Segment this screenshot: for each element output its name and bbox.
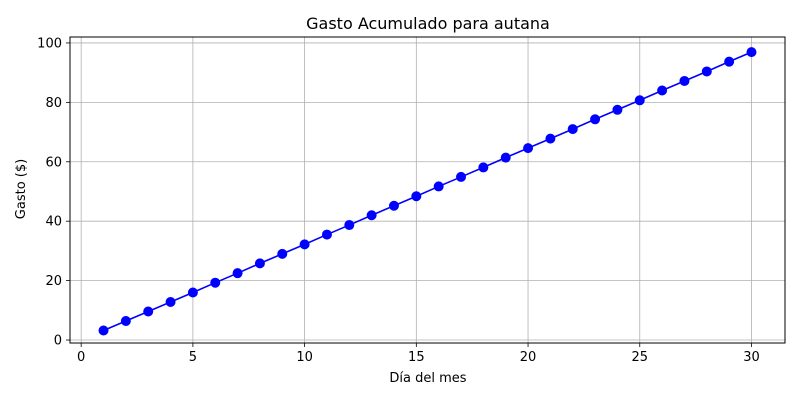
data-point: [612, 104, 623, 115]
data-point: [724, 56, 735, 67]
y-tick-label: 60: [45, 155, 62, 170]
x-tick-label: 0: [77, 350, 85, 365]
data-point: [388, 200, 399, 211]
data-point: [478, 162, 489, 173]
y-tick-label: 40: [45, 215, 62, 230]
x-tick-label: 30: [743, 350, 760, 365]
data-point: [590, 114, 601, 125]
data-point: [277, 248, 288, 259]
data-point: [567, 124, 578, 135]
data-point: [98, 325, 109, 336]
data-point: [165, 297, 176, 308]
data-point: [456, 171, 467, 182]
grid: [70, 37, 785, 343]
data-point: [299, 239, 310, 250]
x-tick-label: 15: [408, 350, 425, 365]
data-point: [433, 181, 444, 192]
series-layer: [98, 47, 757, 336]
data-point: [321, 229, 332, 240]
series-line: [103, 51, 752, 332]
data-point: [523, 143, 534, 154]
x-tick-label: 25: [631, 350, 648, 365]
y-tick-label: 0: [54, 334, 62, 349]
data-point: [210, 277, 221, 288]
data-point: [143, 306, 154, 317]
data-point: [500, 152, 511, 163]
axis-ticks: 0 5 10 15 20 25 30 0 20 40 60 80 100: [37, 36, 760, 365]
data-point: [657, 85, 668, 96]
data-point: [120, 316, 131, 327]
y-tick-label: 20: [45, 274, 62, 289]
data-point: [344, 220, 355, 231]
y-tick-label: 100: [37, 36, 62, 51]
x-axis-title: Día del mes: [389, 371, 466, 386]
data-point: [232, 268, 243, 279]
data-point: [411, 191, 422, 202]
y-axis-title: Gasto ($): [14, 159, 29, 219]
x-tick-label: 5: [189, 350, 197, 365]
data-point: [634, 95, 645, 106]
x-tick-label: 10: [296, 350, 313, 365]
data-point: [545, 133, 556, 144]
y-tick-label: 80: [45, 96, 62, 111]
data-point: [746, 47, 757, 58]
x-tick-label: 20: [520, 350, 537, 365]
data-point: [679, 75, 690, 86]
chart-title: Gasto Acumulado para autana: [306, 14, 550, 33]
data-point: [254, 258, 265, 269]
data-point: [187, 287, 198, 298]
data-point: [366, 210, 377, 221]
plot-frame: [69, 36, 786, 344]
data-point: [701, 66, 712, 77]
